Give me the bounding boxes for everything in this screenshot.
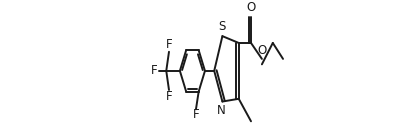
Text: N: N (217, 104, 225, 117)
Text: F: F (166, 39, 173, 51)
Text: S: S (218, 20, 225, 33)
Text: F: F (166, 90, 173, 103)
Text: O: O (257, 44, 266, 57)
Text: O: O (246, 1, 256, 14)
Text: F: F (193, 108, 199, 121)
Text: F: F (151, 64, 157, 77)
